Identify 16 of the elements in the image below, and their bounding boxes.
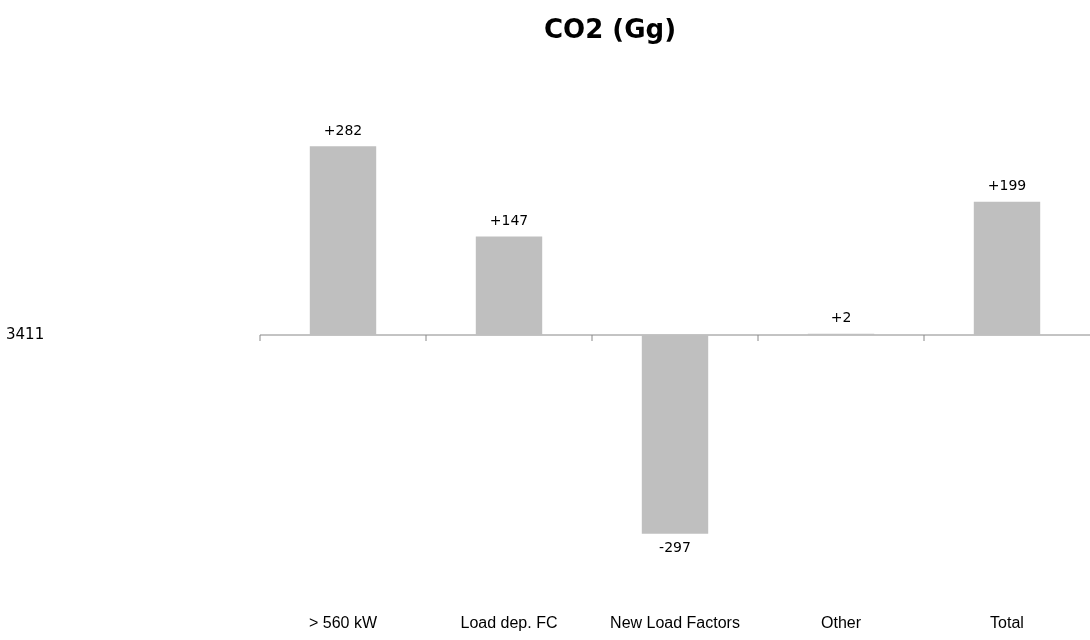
data-label: +2 (830, 309, 852, 326)
data-label: +147 (489, 212, 529, 229)
x-tick-label: > 560 kW (308, 613, 378, 631)
x-tick-label: Total (990, 613, 1024, 631)
chart-title: CO2 (Gg) (543, 14, 677, 45)
bar (973, 201, 1041, 335)
x-tick-label: Load dep. FC (460, 613, 558, 631)
data-label: -297 (659, 539, 691, 556)
bar (641, 335, 709, 534)
text: 3411 (6, 324, 45, 343)
data-label: +282 (323, 121, 363, 138)
x-tick-label: New Load Factors (610, 613, 740, 631)
bar (309, 146, 377, 335)
x-tick-label: Other (820, 613, 862, 631)
data-label: +199 (987, 177, 1027, 194)
bar (475, 236, 543, 335)
